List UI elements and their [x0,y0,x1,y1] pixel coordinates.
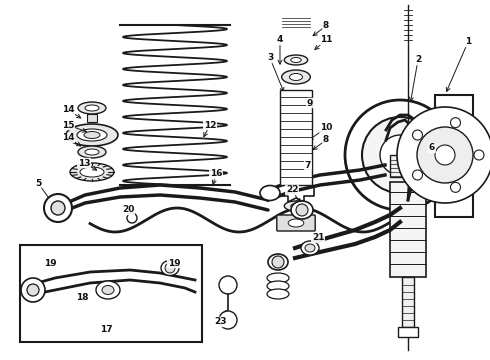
Ellipse shape [291,203,301,208]
Text: 22: 22 [286,185,298,194]
Circle shape [219,276,237,294]
Ellipse shape [161,261,179,275]
Text: 19: 19 [168,258,180,267]
Text: 11: 11 [320,36,332,45]
Ellipse shape [282,70,310,84]
Polygon shape [85,188,120,203]
Ellipse shape [77,129,107,141]
Circle shape [51,201,65,215]
Text: 2: 2 [415,55,421,64]
Circle shape [127,213,137,223]
Ellipse shape [84,131,100,139]
Text: 6: 6 [429,144,435,153]
Bar [390,155,426,177]
Circle shape [219,311,237,329]
Text: 15: 15 [62,121,74,130]
Ellipse shape [267,273,289,283]
Ellipse shape [284,55,308,65]
Ellipse shape [268,254,288,270]
Text: 14: 14 [62,105,74,114]
Ellipse shape [85,149,99,155]
FancyBboxPatch shape [277,215,315,231]
Polygon shape [200,188,235,202]
Bar [20,245,202,342]
Text: 16: 16 [210,170,222,179]
Text: 1: 1 [465,37,471,46]
Ellipse shape [85,105,99,111]
Ellipse shape [66,124,118,146]
Circle shape [345,100,455,210]
Ellipse shape [78,102,106,114]
Text: 14: 14 [62,134,74,143]
Ellipse shape [267,281,289,291]
Text: 23: 23 [214,318,226,327]
Text: 3: 3 [267,54,273,63]
Ellipse shape [267,289,289,299]
Circle shape [474,150,484,160]
Polygon shape [120,185,160,197]
Polygon shape [235,192,268,210]
Text: 13: 13 [78,158,90,167]
Ellipse shape [102,285,114,294]
Circle shape [435,145,455,165]
Text: 18: 18 [76,293,88,302]
Ellipse shape [80,167,104,177]
Circle shape [44,194,72,222]
Circle shape [362,117,438,193]
Text: 12: 12 [204,121,216,130]
Circle shape [397,107,490,203]
Polygon shape [160,185,200,198]
Bar [280,90,312,185]
Ellipse shape [78,146,106,158]
Text: 4: 4 [277,36,283,45]
Circle shape [413,170,422,180]
Ellipse shape [301,241,319,255]
Ellipse shape [288,219,304,227]
Ellipse shape [260,185,280,201]
Text: 5: 5 [35,179,41,188]
Text: 20: 20 [122,206,134,215]
Circle shape [380,135,420,175]
Text: 7: 7 [305,161,311,170]
Ellipse shape [284,201,308,211]
Bar [402,277,414,327]
Circle shape [21,278,45,302]
Text: 8: 8 [323,22,329,31]
Ellipse shape [305,244,315,252]
Text: 17: 17 [99,325,112,334]
Circle shape [272,256,284,268]
Text: 9: 9 [307,99,313,108]
Ellipse shape [70,163,114,181]
Bar [398,327,418,337]
Ellipse shape [96,281,120,299]
Circle shape [296,204,308,216]
Ellipse shape [290,73,302,81]
Bar [390,182,426,277]
Text: 19: 19 [44,258,56,267]
Ellipse shape [291,58,301,63]
Circle shape [27,284,39,296]
Polygon shape [62,195,85,212]
Bar [435,95,473,217]
Text: 10: 10 [320,123,332,132]
Ellipse shape [291,201,313,219]
Text: 8: 8 [323,135,329,144]
Circle shape [450,182,461,192]
Text: 21: 21 [312,234,324,243]
Circle shape [165,263,175,273]
Bar [87,114,97,122]
Circle shape [417,127,473,183]
Circle shape [413,130,422,140]
Circle shape [450,118,461,128]
